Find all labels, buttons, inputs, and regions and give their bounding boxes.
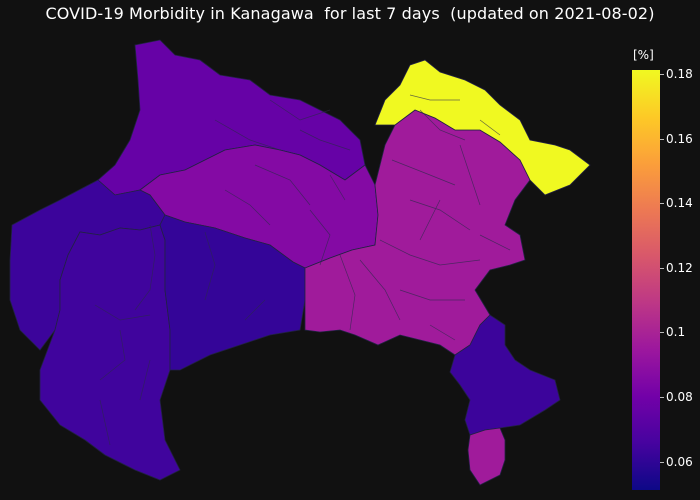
- region-south-west[interactable]: [39, 224, 181, 481]
- colorbar-tick-label: 0.1: [666, 325, 686, 340]
- colorbar-tick-mark: [660, 397, 664, 399]
- colorbar-tick-mark: [660, 203, 664, 205]
- colorbar-tick-label: 0.06: [666, 454, 693, 469]
- colorbar-tick-label: 0.08: [666, 390, 693, 405]
- colorbar-tick-label: 0.18: [666, 67, 693, 81]
- region-central[interactable]: [159, 214, 306, 371]
- colorbar-tick-mark: [660, 74, 664, 75]
- colorbar-tick-mark: [660, 267, 664, 269]
- colorbar-tick-label: 0.12: [666, 260, 693, 275]
- map-title: COVID-19 Morbidity in Kanagawa for last …: [45, 4, 655, 23]
- colorbar-gradient: [632, 70, 660, 490]
- colorbar-tick-mark: [660, 138, 664, 140]
- colorbar-tick-label: 0.16: [666, 131, 693, 146]
- colorbar-tick-mark: [660, 332, 664, 334]
- colorbar-unit: [%]: [633, 48, 654, 62]
- region-miura[interactable]: [467, 427, 506, 486]
- colorbar-tick-label: 0.14: [666, 196, 693, 211]
- region-kawasaki[interactable]: [374, 59, 591, 196]
- colorbar-tick-mark: [660, 461, 664, 463]
- region-yokosuka[interactable]: [449, 314, 561, 436]
